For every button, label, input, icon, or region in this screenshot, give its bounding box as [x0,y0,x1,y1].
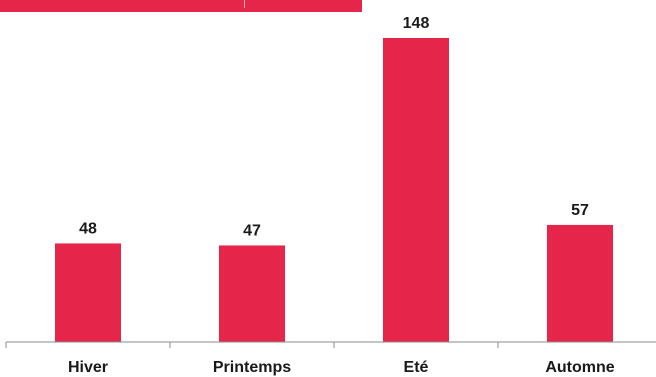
header-banner [0,0,362,12]
value-label-automne: 57 [571,202,589,219]
category-label-eté: Eté [404,359,429,376]
value-label-printemps: 47 [243,222,261,239]
x-axis [5,341,656,348]
bar-eté [383,38,449,342]
value-labels-group: 48 47 148 57 [79,15,589,239]
value-label-hiver: 48 [79,220,97,237]
category-label-printemps: Printemps [213,359,291,376]
category-label-hiver: Hiver [68,359,108,376]
value-label-eté: 148 [403,15,430,32]
category-label-automne: Automne [545,359,614,376]
bar-printemps [219,245,285,342]
bars-group [55,38,613,342]
bar-hiver [55,243,121,342]
bar-automne [547,224,613,342]
category-labels-group: Hiver Printemps Eté Automne [68,359,615,376]
banner-divider [244,0,245,8]
